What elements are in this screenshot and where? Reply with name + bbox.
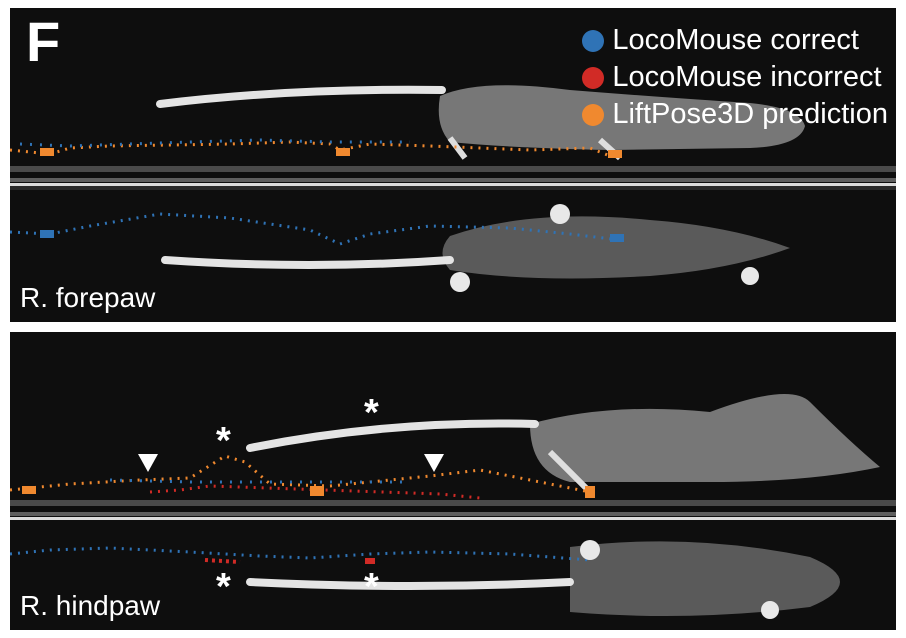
mouse-body-bottom [442, 216, 790, 279]
mouse-tail-side [246, 419, 539, 452]
legend-label: LocoMouse correct [612, 24, 859, 56]
mouse-tail-bottom [161, 256, 454, 269]
legend-label: LiftPose3D prediction [612, 98, 888, 130]
hind-leg [547, 449, 593, 495]
forepaw-scene [10, 85, 896, 292]
asterisk-marker: * [216, 420, 231, 462]
mouse-tail-bottom [246, 578, 574, 590]
legend-dot-icon [582, 29, 605, 52]
mouse-tail-side [156, 85, 446, 108]
paw [741, 267, 759, 285]
divider-line [10, 517, 896, 520]
hindpaw-panel: * * * * R. hindpaw [10, 332, 896, 630]
mouse-body-side [438, 85, 805, 150]
paw [580, 540, 600, 560]
paw [761, 601, 779, 619]
asterisk-marker: * [364, 392, 379, 434]
asterisk-marker: * [364, 566, 379, 608]
panel-label-hindpaw: R. hindpaw [20, 590, 161, 621]
arrowhead-icon [424, 454, 444, 472]
legend-item-correct: LocoMouse correct [582, 22, 888, 59]
legend: LocoMouse correct LocoMouse incorrect Li… [582, 22, 888, 133]
panel-letter: F [26, 10, 61, 73]
panel-label-forepaw: R. forepaw [20, 282, 156, 313]
hindpaw-scene [10, 394, 896, 619]
trajectory-side [10, 454, 595, 500]
side-view-rail-lower [10, 178, 896, 182]
hind-leg [447, 136, 468, 160]
trajectory-side [10, 138, 622, 158]
legend-label: LocoMouse incorrect [612, 61, 882, 93]
paw [450, 272, 470, 292]
mouse-body-side [530, 394, 880, 482]
trajectory-bottom [10, 546, 591, 564]
legend-dot-icon [582, 66, 605, 89]
asterisk-marker: * [216, 566, 231, 608]
legend-item-incorrect: LocoMouse incorrect [582, 59, 888, 96]
side-view-rail [10, 500, 896, 506]
legend-item-prediction: LiftPose3D prediction [582, 96, 888, 133]
side-view-rail [10, 166, 896, 172]
arrowhead-icon [138, 454, 158, 472]
legend-dot-icon [582, 103, 605, 126]
divider-line [10, 183, 896, 186]
paw [550, 204, 570, 224]
mouse-body-bottom [570, 541, 840, 616]
trajectory-bottom [10, 212, 624, 246]
forepaw-panel: F LocoMouse correct LocoMouse incorrect … [10, 8, 896, 322]
